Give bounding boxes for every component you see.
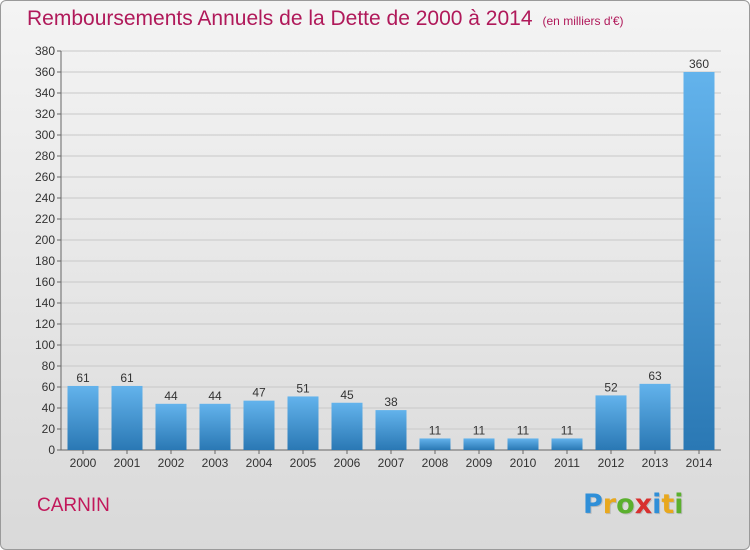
bar-value-label: 11 [561,423,574,437]
y-tick-label: 100 [35,338,55,352]
x-tick-label: 2001 [114,456,141,470]
y-tick-label: 240 [35,191,55,205]
logo-letter: i [674,489,684,520]
bar-value-label: 61 [120,371,134,385]
bar-value-label: 11 [429,423,442,437]
logo-letter: i [652,489,662,520]
bar [331,402,363,450]
chart-title: Remboursements Annuels de la Dette de 20… [27,7,624,31]
x-tick-label: 2008 [422,456,449,470]
chart-title-unit: (en milliers d'€) [542,14,624,28]
bar-value-label: 44 [164,389,178,403]
bar [507,438,539,450]
y-tick-label: 340 [35,86,55,100]
bar [463,438,495,450]
bar [375,410,407,450]
x-tick-label: 2005 [290,456,317,470]
bar [683,72,715,450]
y-tick-label: 180 [35,254,55,268]
y-tick-label: 320 [35,107,55,121]
y-tick-label: 280 [35,149,55,163]
y-tick-label: 0 [48,443,55,457]
y-tick-labels: 0 20 40 60 80 100 120 140 160 180 200 220 240 260 280 3… [35,44,55,457]
bar [199,403,231,450]
y-tick-label: 360 [35,65,55,79]
bar [67,385,99,450]
gridlines [57,50,721,451]
bar-value-label: 61 [76,371,90,385]
bars [67,72,715,450]
logo-letter: x [634,489,653,520]
place-name: CARNIN [37,495,110,516]
value-labels: 61 61 44 44 47 51 45 38 11 11 11 11 52 63 360 [76,57,709,437]
x-tick-label: 2000 [70,456,97,470]
y-tick-label: 160 [35,275,55,289]
bar-value-label: 51 [296,381,310,395]
chart-title-text: Remboursements Annuels de la Dette de 20… [27,7,533,30]
y-tick-label: 140 [35,296,55,310]
logo-letter: r [602,489,617,520]
y-tick-label: 40 [42,401,56,415]
x-tick-label: 2003 [202,456,229,470]
bar [595,395,627,450]
y-tick-label: 380 [35,44,55,58]
proxiti-logo: Proxiti [583,489,684,520]
y-tick-label: 60 [42,380,56,394]
bar-value-label: 52 [604,380,618,394]
bar-value-label: 47 [252,386,266,400]
x-tick-label: 2012 [598,456,625,470]
bar-value-label: 63 [648,369,662,383]
bar [639,383,671,450]
bar [419,438,451,450]
logo-letter: t [661,489,675,520]
x-tick-label: 2013 [642,456,669,470]
bar [287,396,319,450]
x-tick-label: 2011 [554,456,580,470]
bar [243,400,275,450]
x-tick-label: 2010 [510,456,537,470]
axes [60,51,721,451]
logo-letter: o [616,489,635,520]
bar-value-label: 11 [473,423,486,437]
y-tick-label: 300 [35,128,55,142]
y-tick-label: 20 [42,422,56,436]
bar [155,403,187,450]
y-tick-label: 260 [35,170,55,184]
x-tick-label: 2006 [334,456,361,470]
x-tick-label: 2007 [378,456,405,470]
x-tick-label: 2002 [158,456,185,470]
bar-value-label: 38 [384,395,398,409]
x-tick-labels: 2000 2001 2002 2003 2004 2005 2006 2007 2008 2009… [70,450,713,470]
bar-value-label: 11 [517,423,530,437]
x-tick-label: 2009 [466,456,493,470]
bar [551,438,583,450]
bar-value-label: 44 [208,389,222,403]
y-tick-label: 220 [35,212,55,226]
bar-value-label: 360 [689,57,709,71]
y-tick-label: 200 [35,233,55,247]
logo-letter: P [583,489,603,520]
x-tick-label: 2004 [246,456,273,470]
bar-value-label: 45 [340,388,354,402]
y-tick-label: 80 [42,359,56,373]
x-tick-label: 2014 [686,456,713,470]
y-tick-label: 120 [35,317,55,331]
bar [111,385,143,450]
